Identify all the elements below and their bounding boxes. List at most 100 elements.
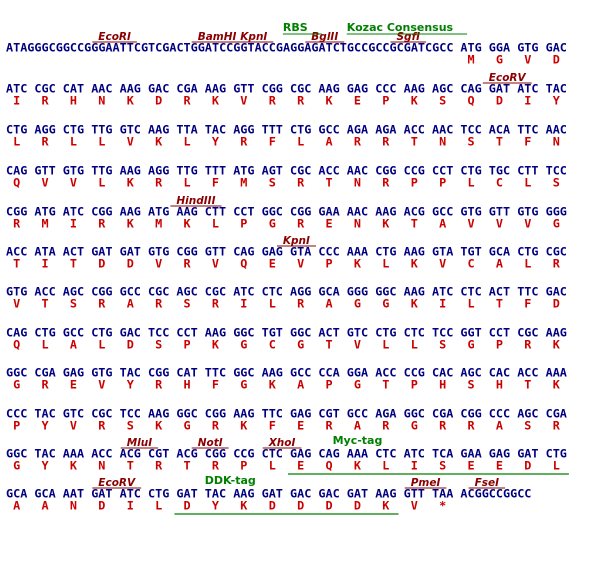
codon: CTG: [375, 326, 396, 340]
amino-acid: L: [297, 135, 304, 149]
codon: TTG: [176, 164, 197, 178]
amino-acid: V: [240, 94, 247, 108]
amino-acid: P: [496, 338, 503, 352]
codon: CGG: [262, 82, 283, 96]
codon: CAT: [63, 82, 84, 96]
amino-acid: V: [467, 217, 474, 231]
codon: CCA: [318, 366, 339, 380]
codon: GGG: [347, 285, 368, 299]
codon: GCA: [318, 285, 339, 299]
amino-acid: S: [269, 176, 276, 190]
amino-acid: I: [439, 297, 446, 311]
amino-acid: L: [382, 338, 389, 352]
codon: ACT: [63, 245, 84, 259]
amino-acid: L: [269, 297, 276, 311]
amino-acid: A: [496, 419, 503, 433]
codon: ACA: [489, 123, 510, 137]
amino-acid: K: [155, 419, 163, 433]
codon: ATC: [6, 82, 27, 96]
codon: TAC: [34, 407, 55, 421]
codon: ATC: [120, 487, 141, 501]
codon: GAG: [63, 366, 84, 380]
amino-acid: R: [325, 419, 333, 433]
codon: AAG: [120, 164, 141, 178]
codon: AAC: [347, 164, 368, 178]
codon: AAA: [63, 447, 84, 461]
amino-acid: G: [382, 297, 389, 311]
codon: CCC: [318, 245, 339, 259]
codon: AAG: [318, 82, 339, 96]
codon: AGT: [262, 164, 283, 178]
codon: TCC: [432, 326, 453, 340]
amino-acid: V: [41, 176, 48, 190]
codon: TCA: [432, 447, 453, 461]
amino-acid: R: [297, 176, 305, 190]
amino-acid: N: [98, 94, 105, 108]
amino-acid: L: [70, 135, 77, 149]
codon: TAC: [34, 447, 55, 461]
codon: ATC: [233, 285, 254, 299]
amino-acid: L: [269, 459, 276, 473]
amino-acid: K: [240, 499, 248, 513]
codon: CGT: [148, 447, 169, 461]
codon: ATG: [148, 205, 169, 219]
codon: TCC: [120, 407, 141, 421]
codon: CTC: [404, 326, 425, 340]
amino-acid: I: [127, 499, 134, 513]
amino-acid: K: [70, 459, 78, 473]
codon: CCT: [432, 164, 453, 178]
amino-acid: R: [240, 135, 248, 149]
codon: GAG: [290, 447, 311, 461]
codon: AAG: [205, 326, 226, 340]
amino-acid: T: [524, 378, 531, 392]
amino-acid: S: [553, 176, 560, 190]
codon: CAG: [6, 326, 27, 340]
codon: TTC: [262, 407, 283, 421]
codon: ACT: [318, 326, 339, 340]
codon: AAG: [404, 285, 425, 299]
amino-acid: L: [467, 297, 474, 311]
amino-acid: A: [70, 338, 77, 352]
codon: ACC: [404, 123, 425, 137]
codon: GGA: [489, 41, 510, 55]
amino-acid: P: [325, 257, 332, 271]
amino-acid: L: [524, 176, 531, 190]
codon: GTT: [233, 82, 254, 96]
codon: GCA: [6, 487, 27, 501]
amino-acid: P: [411, 378, 418, 392]
amino-acid: S: [524, 419, 531, 433]
amino-acid: D: [98, 499, 105, 513]
codon: AAG: [404, 245, 425, 259]
amino-acid: E: [297, 419, 304, 433]
codon: GGC: [6, 447, 27, 461]
codon: ATC: [404, 447, 425, 461]
amino-acid: L: [41, 338, 48, 352]
codon: CGC: [546, 245, 567, 259]
codon: AAG: [546, 326, 567, 340]
amino-acid: E: [354, 94, 361, 108]
codon: GCC: [318, 123, 339, 137]
codon: ACG: [404, 205, 425, 219]
amino-acid: R: [41, 378, 49, 392]
amino-acid: P: [13, 419, 20, 433]
amino-acid: V: [70, 419, 77, 433]
amino-acid: A: [13, 499, 20, 513]
amino-acid: K: [269, 378, 277, 392]
codon: TCC: [546, 164, 567, 178]
amino-acid: F: [269, 419, 276, 433]
amino-acid: C: [467, 257, 474, 271]
codon: GGT: [460, 326, 481, 340]
amino-acid: K: [553, 338, 561, 352]
restriction-site: KpnI: [240, 31, 267, 43]
codon: CCG: [404, 164, 425, 178]
codon: CTG: [517, 245, 538, 259]
amino-acid: D: [183, 499, 190, 513]
amino-acid: V: [127, 135, 134, 149]
amino-acid: T: [382, 378, 389, 392]
codon: AAC: [432, 123, 453, 137]
codon: CCG: [233, 447, 254, 461]
codon: CCT: [489, 326, 510, 340]
codon: CTG: [375, 245, 396, 259]
codon: GGC: [404, 407, 425, 421]
amino-acid: R: [155, 297, 163, 311]
